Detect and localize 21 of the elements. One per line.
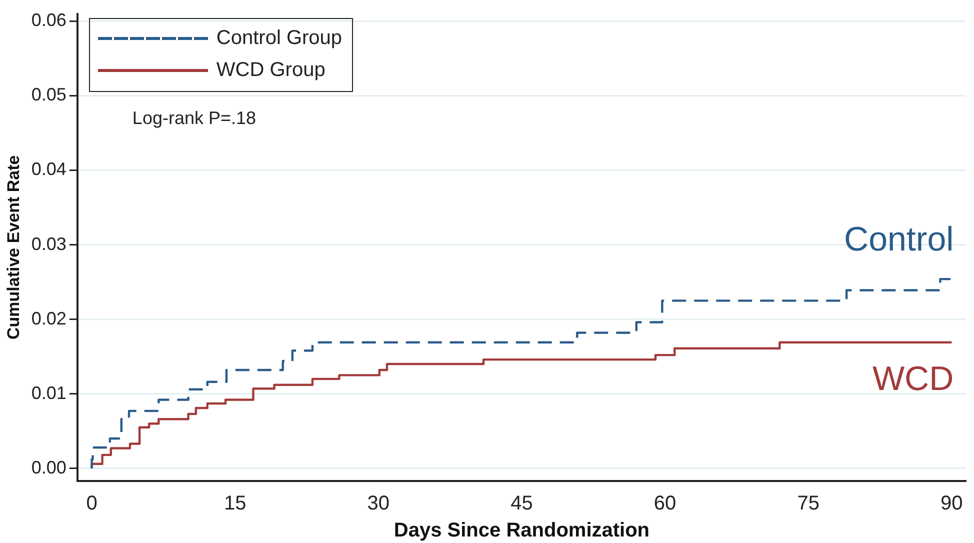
legend-label: Control Group [216,27,342,50]
x-tick-label: 90 [940,492,963,515]
y-tick-label: 0.04 [31,159,66,180]
x-tick-label: 15 [224,492,246,515]
y-tick-label: 0.03 [31,234,66,254]
y-axis-title: Cumulative Event Rate [4,155,23,340]
y-tick-label: 0.06 [31,10,66,30]
annotation: Control [844,220,954,258]
x-tick-label: 75 [797,492,820,515]
y-tick-label: 0.05 [31,84,66,105]
annotation: WCD [872,360,954,398]
x-tick-label: 45 [510,492,533,515]
y-tick-label: 0.01 [31,382,66,403]
x-tick-label: 30 [367,492,390,515]
legend-label: WCD Group [216,59,326,82]
x-tick-label: 0 [86,492,98,515]
x-tick-label: 60 [654,492,676,515]
x-axis-title: Days Since Randomization [394,520,650,542]
y-tick-label: 0.00 [31,457,66,478]
annotation: Log-rank P=.18 [132,108,256,128]
y-tick-label: 0.02 [31,308,66,328]
